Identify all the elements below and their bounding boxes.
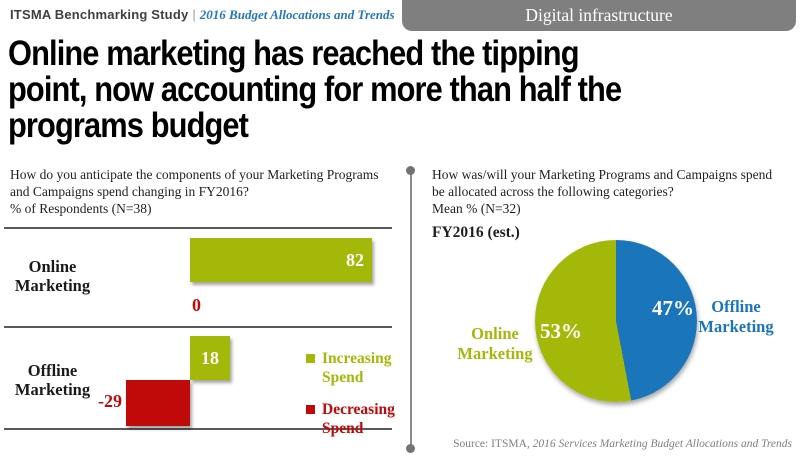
pie-chart-period-label: FY2016 (est.) xyxy=(432,224,520,241)
value-offline-decreasing: -29 xyxy=(98,391,122,411)
bar-offline-increasing: 18 xyxy=(190,336,230,380)
bar-online-increasing: 82 xyxy=(190,238,372,282)
brand-separator: | xyxy=(192,7,196,22)
decreasing-spend-swatch-icon xyxy=(306,405,315,414)
legend-label-decreasing: Decreasing Spend xyxy=(322,401,395,437)
gridline-top xyxy=(4,227,392,229)
bar-offline-decreasing xyxy=(126,380,190,426)
bar-chart-respondents: % of Respondents (N=38) xyxy=(10,201,152,216)
legend-label-increasing: Increasing Spend xyxy=(322,350,392,386)
pie-pct-offline: 47% xyxy=(652,296,694,320)
pie-chart-question: How was/will your Marketing Programs and… xyxy=(432,167,773,199)
panel-divider-line xyxy=(410,170,412,448)
bar-chart-question: How do you anticipate the components of … xyxy=(10,167,379,199)
bar-chart: Online Marketing Offline Marketing 82 0 … xyxy=(0,225,400,437)
divider-bottom-dot-icon xyxy=(406,444,415,453)
bar-chart-legend: Increasing Spend Decreasing Spend xyxy=(306,349,398,438)
increasing-spend-swatch-icon xyxy=(306,354,315,363)
gridline-middle xyxy=(4,326,392,328)
pie-label-offline: Offline Marketing xyxy=(698,297,774,336)
source-prefix: Source: ITSMA, xyxy=(453,438,533,450)
divider-top-dot-icon xyxy=(406,166,415,175)
slide-title: Online marketing has reached the tipping… xyxy=(8,34,622,145)
report-name: 2016 Budget Allocations and Trends xyxy=(199,7,395,22)
bar-chart-question-block: How do you anticipate the components of … xyxy=(10,166,390,217)
source-line: Source: ITSMA, 2016 Services Marketing B… xyxy=(400,438,792,450)
category-label-offline: Offline Marketing xyxy=(14,361,91,399)
legend-item-decreasing: Decreasing Spend xyxy=(306,400,398,438)
gridline-bottom xyxy=(4,428,392,430)
pie-chart-respondents: Mean % (N=32) xyxy=(432,201,521,216)
pie-label-online: Online Marketing xyxy=(457,324,533,363)
pie-pct-online: 53% xyxy=(540,319,582,343)
section-tab: Digital infrastructure xyxy=(402,0,796,31)
legend-item-increasing: Increasing Spend xyxy=(306,349,398,387)
value-online-decreasing: 0 xyxy=(192,295,201,315)
brand-name: ITSMA Benchmarking Study xyxy=(10,7,189,22)
header-brand-line: ITSMA Benchmarking Study | 2016 Budget All… xyxy=(10,7,395,23)
source-report-title: 2016 Services Marketing Budget Allocatio… xyxy=(532,438,792,450)
pie-chart xyxy=(535,240,697,402)
category-label-online: Online Marketing xyxy=(14,257,91,295)
pie-chart-question-block: How was/will your Marketing Programs and… xyxy=(432,166,777,217)
